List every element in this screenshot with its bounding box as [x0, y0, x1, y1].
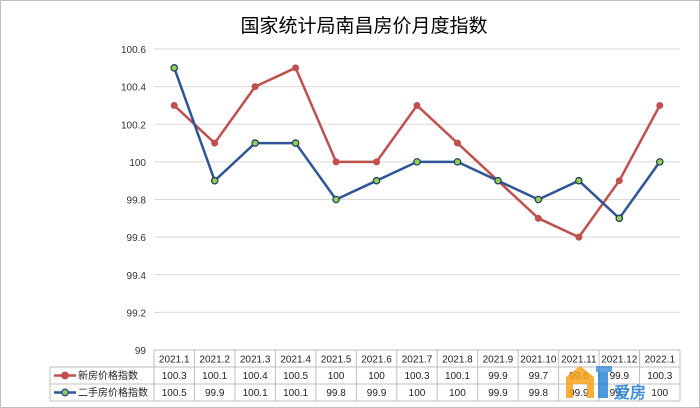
table-value-cell: 99.7 [529, 371, 549, 382]
table-value-cell: 100 [651, 388, 668, 399]
data-point [332, 195, 340, 204]
table-value-cell: 100.5 [162, 388, 187, 399]
table-value-cell: 99.9 [488, 388, 508, 399]
y-axis-ticks: 99 99.2 99.4 99.6 99.8 100 100.2 100.4 100.6 [121, 45, 146, 357]
x-category-label: 2021.12 [601, 355, 638, 366]
data-point [656, 101, 664, 109]
data-point [292, 64, 300, 72]
data-point [332, 158, 340, 166]
table-value-cell: 100 [449, 388, 466, 399]
data-point [251, 83, 259, 91]
table-value-cell: 100.1 [445, 371, 470, 382]
x-category-label: 2021.9 [483, 355, 514, 366]
watermark-house-icon [566, 366, 594, 398]
y-tick-label: 100.4 [121, 83, 146, 94]
table-value-cell: 100 [409, 388, 426, 399]
x-category-label: 2021.5 [321, 355, 352, 366]
y-tick-label: 99.4 [127, 271, 147, 282]
watermark-bar-icon [598, 372, 608, 398]
table-value-cell: 99.7 [610, 388, 630, 399]
data-point [615, 214, 624, 223]
plot-series [170, 64, 664, 241]
data-point [655, 158, 664, 166]
table-value-cell: 100.1 [283, 388, 308, 399]
table-value-cell: 100 [368, 371, 385, 382]
table-value-cell: 100.4 [243, 371, 268, 382]
data-point [534, 195, 543, 204]
data-point [494, 176, 502, 185]
data-point [453, 158, 462, 166]
table-value-cell: 100.3 [404, 371, 429, 382]
data-point [413, 101, 421, 109]
y-tick-label: 99.8 [127, 196, 147, 207]
y-tick-label: 100 [129, 158, 146, 169]
data-point [575, 233, 583, 241]
data-point [210, 176, 219, 185]
table-value-cell: 100.1 [243, 388, 268, 399]
table-value-cell: 99.9 [610, 371, 630, 382]
data-point [453, 139, 461, 147]
y-tick-label: 99 [135, 346, 147, 357]
table-value-cell: 100 [328, 371, 345, 382]
table-value-cell: 99.8 [529, 388, 549, 399]
legend-marker [61, 388, 69, 397]
x-category-label: 2021.3 [240, 355, 271, 366]
legend-series-name: 二手房价格指数 [78, 386, 148, 399]
data-point [373, 158, 381, 166]
data-point [575, 176, 583, 185]
legend-series-name: 新房价格指数 [78, 369, 138, 382]
data-point [170, 64, 179, 72]
x-category-label: 2021.1 [159, 355, 190, 366]
x-category-label: 2021.2 [199, 355, 230, 366]
data-point [372, 176, 381, 185]
data-point [251, 139, 259, 147]
data-point [170, 101, 178, 109]
table-value-cell: 99.8 [326, 388, 346, 399]
data-point [615, 177, 623, 185]
legend-marker [61, 371, 69, 380]
data-point [211, 139, 219, 147]
y-tick-label: 100.2 [121, 120, 146, 131]
series-group [170, 64, 664, 223]
y-tick-label: 100.6 [121, 45, 146, 56]
data-point [413, 158, 421, 166]
y-tick-label: 99.6 [127, 233, 147, 244]
series-group [170, 64, 664, 241]
data-point [534, 214, 542, 222]
data-point [291, 139, 300, 147]
y-tick-label: 99.2 [127, 308, 147, 319]
table-value-cell: 100.1 [202, 371, 227, 382]
x-category-label: 2021.6 [361, 355, 392, 366]
x-category-label: 2021.10 [520, 355, 557, 366]
chart-title: 国家统计局南昌房价月度指数 [240, 15, 487, 37]
table-value-cell: 100.3 [647, 371, 672, 382]
x-category-label: 2021.8 [442, 355, 473, 366]
x-category-label: 2021.7 [402, 355, 433, 366]
x-category-label: 2021.11 [561, 355, 597, 366]
watermark-logo: 爱房 [566, 366, 646, 402]
table-value-cell: 100.3 [162, 371, 187, 382]
table-value-cell: 99.9 [367, 388, 387, 399]
x-category-label: 2022.1 [644, 355, 675, 366]
table-value-cell: 99.9 [569, 388, 589, 399]
table-value-cell: 99.9 [205, 388, 225, 399]
table-value-cell: 100.5 [283, 371, 308, 382]
x-category-label: 2021.4 [280, 355, 311, 366]
table-value-cell: 99.9 [488, 371, 508, 382]
watermark-roof-icon [596, 366, 612, 372]
watermark-text: 爱房 [614, 383, 646, 402]
data-table: 2021.1 2021.2 2021.3 2021.4 2021.5 2021.6 2021… [49, 349, 681, 402]
